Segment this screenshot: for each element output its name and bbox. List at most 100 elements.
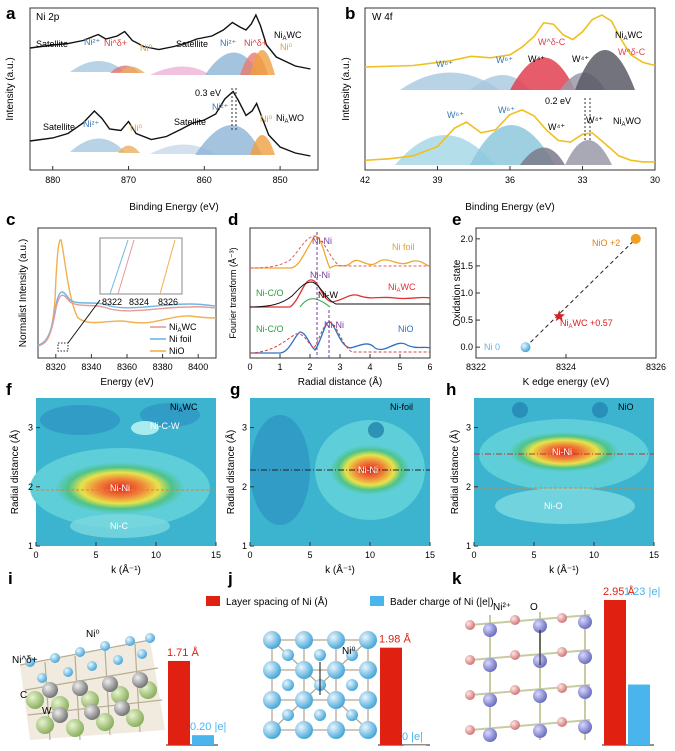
atom-j-ni-2-0 xyxy=(327,631,345,649)
atom-i-c-8 xyxy=(126,709,144,727)
bar-group-j: 1.98 Å 0 |e| xyxy=(378,633,430,746)
panel-b-xps-w4f: b 42 39 36 33 30 Intensity (a.u.) Binding En… xyxy=(341,4,660,213)
d-tick-label-4: 4 xyxy=(367,362,372,372)
f-ytick-label-0: 1 xyxy=(28,541,33,551)
atom-k-o-10 xyxy=(510,720,520,730)
atom-i-w-2 xyxy=(102,676,118,692)
point-e-ni0 xyxy=(520,342,531,353)
legend-swatch-layer xyxy=(206,596,220,606)
panel-letter-b: b xyxy=(345,4,355,23)
panel-f-wavelet-niawc: f NiAWC Ni-C-W Ni-Ni Ni-C 0 5 10 15 1 2 3 Radi… xyxy=(6,380,221,576)
f-ytick-label-2: 3 xyxy=(28,423,33,433)
label-k-ni2: Ni²⁺ xyxy=(493,602,511,613)
a-tick-label-3: 850 xyxy=(273,175,288,185)
atom-j-ni-3-3 xyxy=(359,721,377,739)
atom-k-ni-3 xyxy=(483,658,497,672)
bar-label-bader-j: 0 |e| xyxy=(402,731,423,743)
atom-j-ni-3-1 xyxy=(359,661,377,679)
panel-letter-g: g xyxy=(230,380,240,399)
atom-j-ni-0-0 xyxy=(263,631,281,649)
g-ytick-label-0: 1 xyxy=(242,541,247,551)
d-tick-label-6: 6 xyxy=(427,362,432,372)
f-ytick-label-1: 2 xyxy=(28,482,33,492)
legend-niawo-a: NiAWO xyxy=(276,113,304,125)
contour-g-hot xyxy=(330,445,410,495)
contour-f-2 xyxy=(140,403,200,427)
atom-j-ni-3-2 xyxy=(359,691,377,709)
y-label-e: Oxidation state xyxy=(452,259,463,326)
inset-tick-0: 8322 xyxy=(102,297,122,307)
d-tick-label-2: 2 xyxy=(307,362,312,372)
panel-d-exafs: d 0 1 2 3 4 5 6 Fourier transform (Å⁻³) Radial… xyxy=(228,210,433,388)
point-e-niawc xyxy=(553,310,565,322)
y-label-b: Intensity (a.u.) xyxy=(341,57,352,120)
atom-i-ni-4 xyxy=(125,636,135,646)
atom-j-ni-mid-7 xyxy=(314,709,326,721)
atom-i-ni-6 xyxy=(37,673,47,683)
inset-frame-c xyxy=(99,237,183,295)
label-satellite-4: Satellite xyxy=(174,117,206,127)
label-i-nid: Ni^δ+ xyxy=(12,655,38,666)
bar-label-layer-i: 1.71 Å xyxy=(167,646,199,659)
bar-layer-j xyxy=(380,647,402,745)
atom-j-ni-mid-5 xyxy=(346,679,358,691)
h-tick-label-2: 10 xyxy=(589,550,599,560)
atom-j-ni-3-0 xyxy=(359,631,377,649)
fit-peak-sat2 xyxy=(150,66,210,75)
atom-k-ni-10 xyxy=(533,724,547,738)
trend-line-e xyxy=(525,238,637,348)
x-ticks-c: 8320 8340 8360 8380 8400 xyxy=(46,354,208,372)
label-w4-1: W⁴⁺ xyxy=(528,54,545,64)
fit-peak-b-w4-3 xyxy=(520,147,565,165)
legend-c-nio: NiO xyxy=(169,346,185,356)
panel-letter-a: a xyxy=(6,4,16,23)
label-satellite-3: Satellite xyxy=(43,122,75,132)
atom-k-ni-2 xyxy=(578,615,592,629)
h-tick-label-3: 15 xyxy=(649,550,659,560)
fit-peak-ni0-sat-wo xyxy=(118,145,140,153)
atom-k-o-0 xyxy=(465,620,475,630)
atom-k-o-4 xyxy=(510,650,520,660)
plot-frame-e xyxy=(475,227,657,359)
ticks-f: 0 5 10 15 1 2 3 xyxy=(28,423,221,560)
point-e-nio xyxy=(630,233,641,244)
x-label-a: Binding Energy (eV) xyxy=(129,202,219,213)
g-tick-label-3: 15 xyxy=(425,550,435,560)
label-h-nio: Ni-O xyxy=(544,501,563,511)
label-wdc-2: W^δ-C xyxy=(618,47,646,57)
e-ytick-label-3: 1.5 xyxy=(460,261,473,271)
h-ytick-label-2: 3 xyxy=(466,423,471,433)
bar-bader-k xyxy=(628,684,650,745)
legend-d-niawc: NiAWC xyxy=(388,282,416,294)
panel-letter-d: d xyxy=(228,210,238,229)
label-w6-3: W⁶⁺ xyxy=(447,110,464,120)
atom-k-o-1 xyxy=(510,615,520,625)
atom-k-ni-7 xyxy=(533,689,547,703)
f-tick-label-1: 5 xyxy=(93,550,98,560)
atom-j-ni-0-3 xyxy=(263,721,281,739)
label-d-nini-3: Ni-Ni xyxy=(324,320,344,330)
atom-k-o-8 xyxy=(557,683,567,693)
series-line-c-niawc xyxy=(37,294,217,347)
zoom-box-c xyxy=(57,342,69,352)
label-w4-2: W⁴⁺ xyxy=(572,54,589,64)
fit-peak-ni0-main xyxy=(250,50,275,75)
atom-k-ni-11 xyxy=(578,720,592,734)
label-f-nic: Ni-C xyxy=(110,521,128,531)
label-j-ni0: Ni⁰ xyxy=(342,646,355,657)
d-tick-label-1: 1 xyxy=(277,362,282,372)
contour-g-3 xyxy=(368,422,384,438)
g-tick-label-0: 0 xyxy=(247,550,252,560)
label-d-nini-1: Ni-Ni xyxy=(312,236,332,246)
y-label-a: Intensity (a.u.) xyxy=(5,57,16,120)
ticks-h: 0 5 10 15 1 2 3 xyxy=(466,423,659,560)
bar-bader-i xyxy=(192,735,214,745)
c-tick-label-3: 8380 xyxy=(153,362,173,372)
legend-niawc-a: NiAWC xyxy=(274,30,302,42)
atom-j-ni-mid-8 xyxy=(346,709,358,721)
atom-i-w-4 xyxy=(52,707,68,723)
g-ytick-label-2: 3 xyxy=(242,423,247,433)
label-d-nico-2: Ni-C/O xyxy=(256,324,284,334)
fit-peak-ni2-sat xyxy=(70,61,125,72)
c-tick-label-2: 8360 xyxy=(117,362,137,372)
